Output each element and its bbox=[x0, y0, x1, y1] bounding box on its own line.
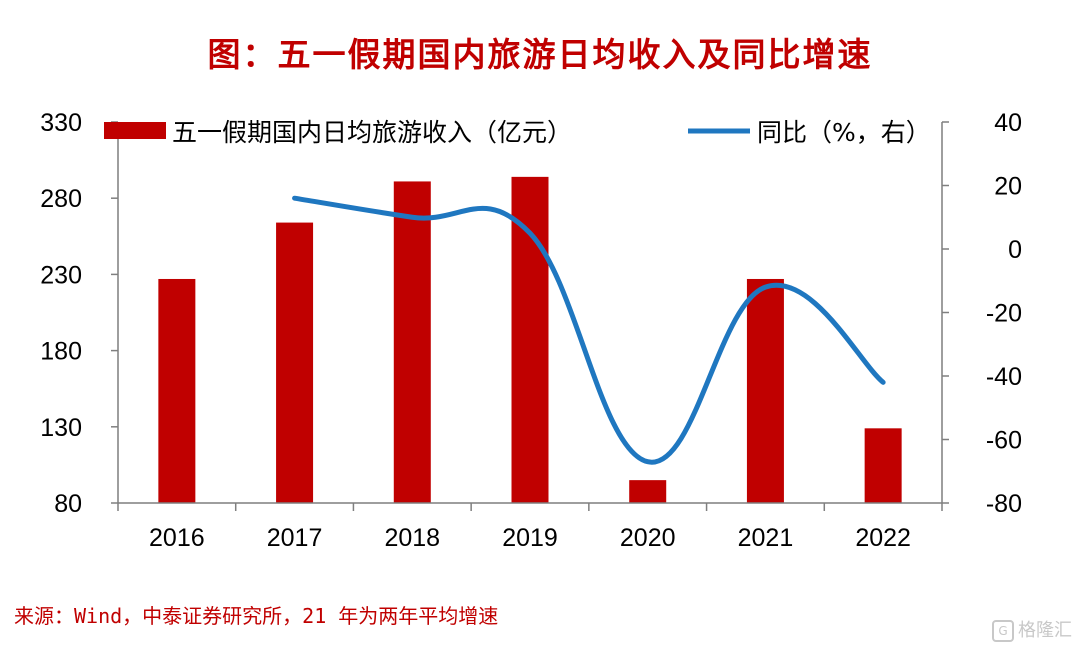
y-left-tick-label-130: 130 bbox=[40, 414, 82, 442]
x-tick-label-2022: 2022 bbox=[855, 524, 911, 552]
bars-layer bbox=[158, 176, 902, 504]
legend-bar-label: 五一假期国内日均旅游收入（亿元） bbox=[172, 118, 572, 147]
x-tick-label-2019: 2019 bbox=[502, 524, 558, 552]
y-right-tick-label-0: 0 bbox=[1008, 236, 1022, 264]
bar-2019 bbox=[511, 176, 549, 503]
growth-rate-line bbox=[292, 195, 886, 465]
watermark: G 格隆汇 bbox=[992, 616, 1072, 642]
y-left-tick-label-230: 230 bbox=[40, 261, 82, 289]
y-left-tick-label-280: 280 bbox=[40, 185, 82, 213]
y-left-tick-label-80: 80 bbox=[54, 490, 82, 518]
x-tick-label-2020: 2020 bbox=[620, 524, 676, 552]
axes-layer: 2016 2017 2018 2019 2020 2021 2022 80 130 180 230 2… bbox=[40, 109, 1022, 552]
y-right-tick-label--20: -20 bbox=[986, 300, 1022, 328]
y-left-tick-label-330: 330 bbox=[40, 109, 82, 137]
chart: 2016 2017 2018 2019 2020 2021 2022 80 130 180 230 2… bbox=[40, 109, 1022, 552]
bar-2016 bbox=[158, 278, 196, 503]
bar-2017 bbox=[276, 222, 314, 504]
y-right-tick-label--40: -40 bbox=[986, 363, 1022, 391]
legend-line-label: 同比（%，右） bbox=[757, 118, 931, 147]
bar-2021 bbox=[746, 278, 784, 503]
legend-layer: 五一假期国内日均旅游收入（亿元） 同比（%，右） bbox=[104, 118, 931, 147]
watermark-text: 格隆汇 bbox=[1018, 620, 1072, 641]
x-tick-label-2016: 2016 bbox=[149, 524, 205, 552]
y-left-tick-label-180: 180 bbox=[40, 338, 82, 366]
x-tick-label-2021: 2021 bbox=[738, 524, 794, 552]
chart-title: 图：五一假期国内旅游日均收入及同比增速 bbox=[207, 35, 873, 74]
bar-2020 bbox=[629, 480, 667, 503]
bar-2022 bbox=[864, 428, 902, 503]
x-tick-label-2018: 2018 bbox=[384, 524, 440, 552]
y-right-tick-label--80: -80 bbox=[986, 490, 1022, 518]
line-layer bbox=[292, 195, 886, 465]
y-right-tick-label--60: -60 bbox=[986, 427, 1022, 455]
watermark-logo-icon: G bbox=[992, 620, 1014, 642]
bar-2018 bbox=[393, 181, 431, 503]
y-right-tick-label-40: 40 bbox=[994, 109, 1022, 137]
x-tick-label-2017: 2017 bbox=[267, 524, 323, 552]
y-right-tick-label-20: 20 bbox=[994, 173, 1022, 201]
legend-bar-swatch bbox=[104, 122, 166, 139]
source-note: 来源：Wind，中泰证券研究所，21 年为两年平均增速 bbox=[14, 604, 499, 628]
